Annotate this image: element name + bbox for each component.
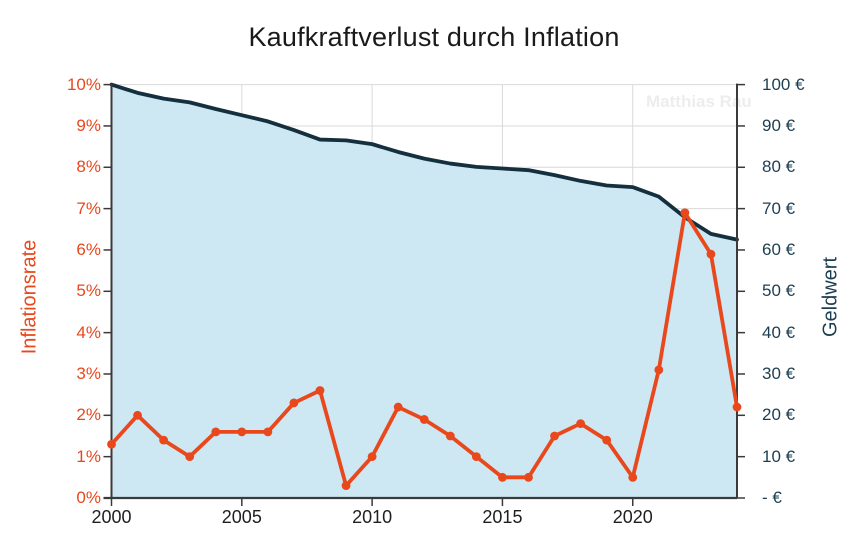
inflation-point [341, 481, 351, 490]
watermark-text: Matthias Rau [646, 92, 752, 111]
inflation-point [680, 208, 690, 218]
inflation-point [419, 415, 429, 424]
chart-title: Kaufkraftverlust durch Inflation [248, 22, 620, 52]
y-right-tick-label: 100 € [762, 74, 805, 94]
y-left-tick-label: 6% [76, 239, 101, 259]
geldwert-area [111, 84, 737, 498]
y-right-tick-label: 40 € [762, 322, 796, 342]
y-right-tick-label: 30 € [762, 363, 796, 383]
y-left-tick-label: 10% [66, 74, 101, 94]
inflation-point [263, 427, 273, 437]
inflation-point [550, 431, 559, 441]
inflation-point [576, 419, 586, 428]
inflation-point [367, 452, 377, 462]
inflation-point [211, 427, 221, 437]
inflation-point [393, 402, 403, 412]
y-left-tick-label: 8% [76, 157, 101, 177]
y-right-tick-label: 70 € [762, 198, 796, 218]
inflation-point [185, 452, 195, 462]
x-tick-label: 2015 [482, 507, 523, 527]
inflation-point [237, 427, 247, 437]
inflation-point [654, 365, 664, 375]
inflation-point [315, 386, 325, 395]
inflation-point [706, 249, 716, 259]
x-tick-label: 2000 [91, 507, 132, 527]
y-right-tick-label: - € [762, 488, 782, 507]
inflation-point [159, 435, 169, 445]
y-right-tick-label: 50 € [762, 281, 796, 301]
geldwert-line [109, 82, 739, 242]
y-right-tick-label: 10 € [762, 446, 796, 466]
inflation-point [628, 472, 638, 482]
x-tick-label: 2005 [221, 507, 262, 527]
y-right-tick-label: 90 € [762, 115, 796, 135]
y-left-tick-label: 7% [76, 198, 101, 218]
y-left-tick-label: 5% [76, 281, 101, 301]
y-right-tick-label: 80 € [762, 157, 796, 177]
y-right-tick-label: 20 € [762, 405, 796, 425]
inflation-point [732, 402, 742, 412]
y-left-tick-label: 9% [76, 115, 101, 135]
inflation-point [602, 435, 612, 445]
inflation-point [133, 410, 142, 420]
inflation-point [289, 398, 299, 408]
inflation-point [524, 472, 533, 482]
x-tick-label: 2020 [612, 507, 653, 527]
inflation-point [107, 439, 116, 449]
y-left-tick-label: 2% [76, 405, 101, 425]
y-left-tick-label: 1% [76, 446, 101, 466]
x-tick-label: 2010 [352, 507, 393, 527]
inflation-point [498, 472, 507, 482]
inflation-point [445, 431, 455, 441]
inflation-point [471, 452, 481, 462]
y-right-tick-label: 60 € [762, 239, 796, 259]
y-left-tick-label: 3% [76, 363, 101, 383]
y-left-tick-label: 4% [76, 322, 101, 342]
y-left-tick-label: 0% [76, 488, 101, 507]
